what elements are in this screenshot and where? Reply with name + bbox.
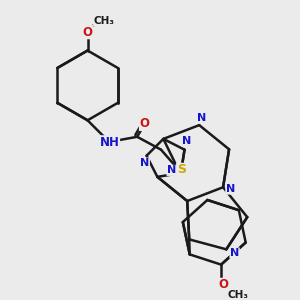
Text: O: O <box>140 118 149 130</box>
Text: CH₃: CH₃ <box>94 16 115 26</box>
Text: CH₃: CH₃ <box>227 290 248 300</box>
Text: O: O <box>82 26 93 39</box>
Text: S: S <box>177 164 186 176</box>
Text: N: N <box>167 165 176 176</box>
Text: N: N <box>140 158 149 168</box>
Text: N: N <box>182 136 191 146</box>
Text: N: N <box>197 113 207 123</box>
Text: N: N <box>226 184 235 194</box>
Text: N: N <box>230 248 239 258</box>
Text: O: O <box>218 278 228 291</box>
Text: NH: NH <box>100 136 119 149</box>
